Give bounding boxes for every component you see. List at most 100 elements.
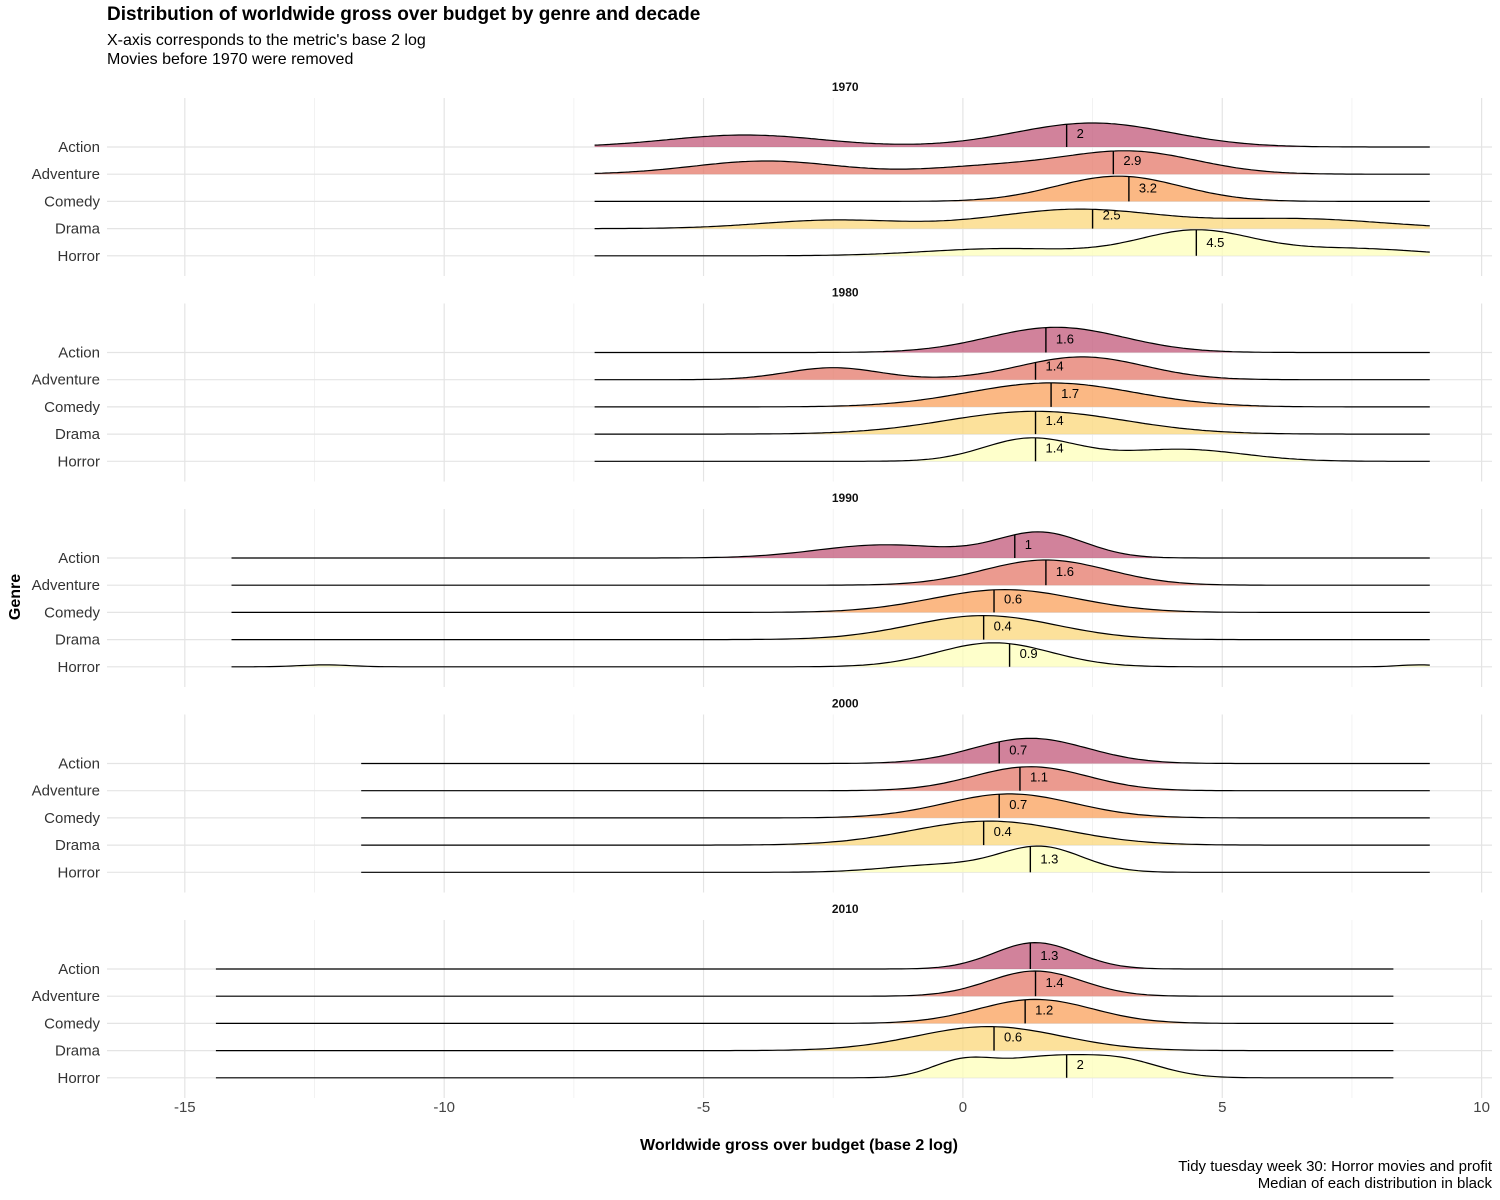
density-line [594,382,1430,408]
density-area [215,999,1394,1024]
facet-title-1970: 1970 [832,80,859,94]
genre-label-horror: Horror [57,453,100,470]
facet-title-1980: 1980 [832,286,859,300]
facet-title-1990: 1990 [832,491,859,505]
ridge-1970-horror: 4.5 [594,229,1430,257]
ridge-1980-action: 1.6 [594,326,1430,354]
genre-label-horror: Horror [57,659,100,676]
genre-label-adventure: Adventure [32,166,100,183]
median-label: 1.7 [1061,386,1079,401]
median-label: 1.4 [1046,440,1064,455]
facet-1980: 1980 Action Adventure Comedy Drama Horror 1.6 1… [32,286,1492,482]
facet-title-2000: 2000 [832,697,859,711]
x-tick-label: 5 [1218,1099,1226,1116]
x-tick-label: 0 [959,1099,967,1116]
density-line [594,175,1430,202]
ridge-2010-comedy: 1.2 [215,998,1394,1024]
genre-label-adventure: Adventure [32,988,100,1005]
genre-label-comedy: Comedy [44,604,100,621]
ridge-2010-drama: 0.6 [215,1026,1394,1052]
median-label: 0.7 [1009,797,1027,812]
chart-subtitle: X-axis corresponds to the metric's base … [107,31,426,69]
ridge-2010-action: 1.3 [215,941,1394,970]
facet-1970: 1970 Action Adventure Comedy Drama Horror 2 2.9… [32,80,1492,276]
density-line [361,820,1430,846]
density-line [215,998,1394,1024]
genre-label-action: Action [58,345,100,362]
density-line [594,229,1430,257]
density-area [231,589,1430,613]
facet-2000: 2000ActionAdventureComedyDramaHorror0.71… [32,697,1492,893]
density-line [361,766,1430,792]
density-line [594,208,1430,230]
ridge-2000-comedy: 0.7 [361,793,1430,819]
ridge-1970-action: 2 [594,122,1430,148]
density-area [594,437,1430,462]
density-line [594,326,1430,354]
density-area [215,971,1394,997]
density-area [215,942,1394,969]
density-line [361,793,1430,819]
density-area [594,382,1430,407]
median-label: 1.6 [1056,564,1074,579]
ridge-1970-comedy: 3.2 [594,175,1430,202]
genre-label-action: Action [58,961,100,978]
density-area [594,327,1430,353]
ridge-1990-action: 1 [231,531,1430,559]
chart-caption: Tidy tuesday week 30: Horror movies and … [1178,1158,1492,1192]
x-tick-label: -10 [433,1099,455,1116]
median-label: 2.9 [1123,153,1141,168]
density-area [594,209,1430,229]
ridge-1970-drama: 2.5 [594,208,1430,230]
density-line [594,410,1430,435]
density-line [231,531,1430,559]
x-tick-label: -5 [697,1099,710,1116]
genre-label-comedy: Comedy [44,810,100,827]
density-area [594,356,1430,380]
ridge-2000-drama: 0.4 [361,820,1430,846]
density-line [231,614,1430,641]
genre-label-drama: Drama [55,632,101,649]
density-line [594,150,1430,175]
density-line [215,1054,1394,1079]
median-label: 1.2 [1035,1002,1053,1017]
density-area [231,531,1430,558]
facet-1990: 1990 Action Adventure Comedy Drama Horror 1 1.6… [32,491,1492,687]
facet-2010: 2010 Action Adventure Comedy Drama Horror 1.3 1… [32,902,1492,1098]
genre-label-drama: Drama [55,426,101,443]
density-area [594,229,1430,256]
x-axis: -15 -10 -5 0 5 10 Worldwide gross over budget … [174,1099,1490,1154]
median-label: 1 [1025,537,1032,552]
ridge-2000-action: 0.7 [361,737,1430,765]
genre-label-comedy: Comedy [44,193,100,210]
density-area [594,176,1430,202]
ridge-2010-adventure: 1.4 [215,970,1394,997]
ridge-1990-comedy: 0.6 [231,588,1430,613]
ridge-1980-drama: 1.4 [594,410,1430,435]
genre-label-horror: Horror [57,864,100,881]
ridge-2010-horror: 2 [215,1054,1394,1079]
density-line [215,970,1394,997]
genre-label-drama: Drama [55,221,101,238]
density-area [231,642,1430,667]
density-line [231,642,1430,668]
ridge-1970-adventure: 2.9 [594,150,1430,175]
density-area [215,1026,1394,1051]
median-label: 1.4 [1046,413,1064,428]
median-label: 0.9 [1020,646,1038,661]
genre-label-adventure: Adventure [32,372,100,389]
ridge-1990-adventure: 1.6 [231,559,1430,586]
density-area [361,846,1430,873]
density-area [361,738,1430,764]
caption-line-2: Median of each distribution in black [1257,1175,1492,1192]
genre-label-drama: Drama [55,1043,101,1060]
genre-label-adventure: Adventure [32,783,100,800]
density-line [361,845,1430,873]
ridge-1990-drama: 0.4 [231,614,1430,641]
median-label: 2.5 [1103,208,1121,223]
x-tick-label: 10 [1473,1099,1490,1116]
density-area [231,615,1430,640]
ridge-1980-horror: 1.4 [594,437,1430,462]
density-line [361,737,1430,765]
